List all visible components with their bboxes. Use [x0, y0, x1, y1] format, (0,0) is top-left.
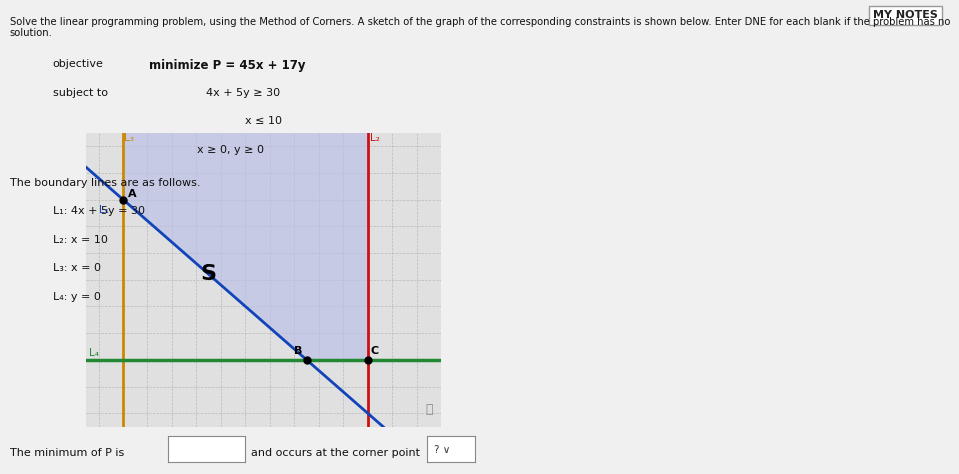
Text: S: S	[200, 264, 217, 283]
Text: L₂: L₂	[370, 133, 380, 143]
Text: L₁: L₁	[99, 205, 108, 215]
Text: L₂: x = 10: L₂: x = 10	[53, 235, 107, 245]
Text: The boundary lines are as follows.: The boundary lines are as follows.	[10, 178, 200, 188]
Text: L₁: 4x + 5y = 30: L₁: 4x + 5y = 30	[53, 206, 145, 216]
Text: A: A	[128, 189, 136, 199]
Polygon shape	[123, 133, 367, 360]
Text: x ≤ 10: x ≤ 10	[245, 116, 282, 126]
Text: 4x + 5y ≥ 30: 4x + 5y ≥ 30	[206, 88, 280, 98]
Text: L₃: x = 0: L₃: x = 0	[53, 263, 101, 273]
Text: subject to: subject to	[53, 88, 107, 98]
Text: x ≥ 0, y ≥ 0: x ≥ 0, y ≥ 0	[197, 145, 264, 155]
Text: minimize P = 45x + 17y: minimize P = 45x + 17y	[149, 59, 305, 72]
Text: MY NOTES: MY NOTES	[873, 10, 938, 20]
Text: The minimum of P is: The minimum of P is	[10, 448, 124, 458]
Text: objective: objective	[53, 59, 104, 69]
Text: L₃: L₃	[125, 133, 134, 143]
Text: ? ∨: ? ∨	[433, 446, 451, 456]
Text: C: C	[370, 346, 378, 356]
Text: ⓘ: ⓘ	[425, 403, 433, 416]
Text: L₄: y = 0: L₄: y = 0	[53, 292, 101, 301]
Text: and occurs at the corner point: and occurs at the corner point	[251, 448, 420, 458]
Text: L₄: L₄	[89, 348, 99, 358]
Text: Solve the linear programming problem, using the Method of Corners. A sketch of t: Solve the linear programming problem, us…	[10, 17, 950, 38]
Text: B: B	[294, 346, 303, 356]
